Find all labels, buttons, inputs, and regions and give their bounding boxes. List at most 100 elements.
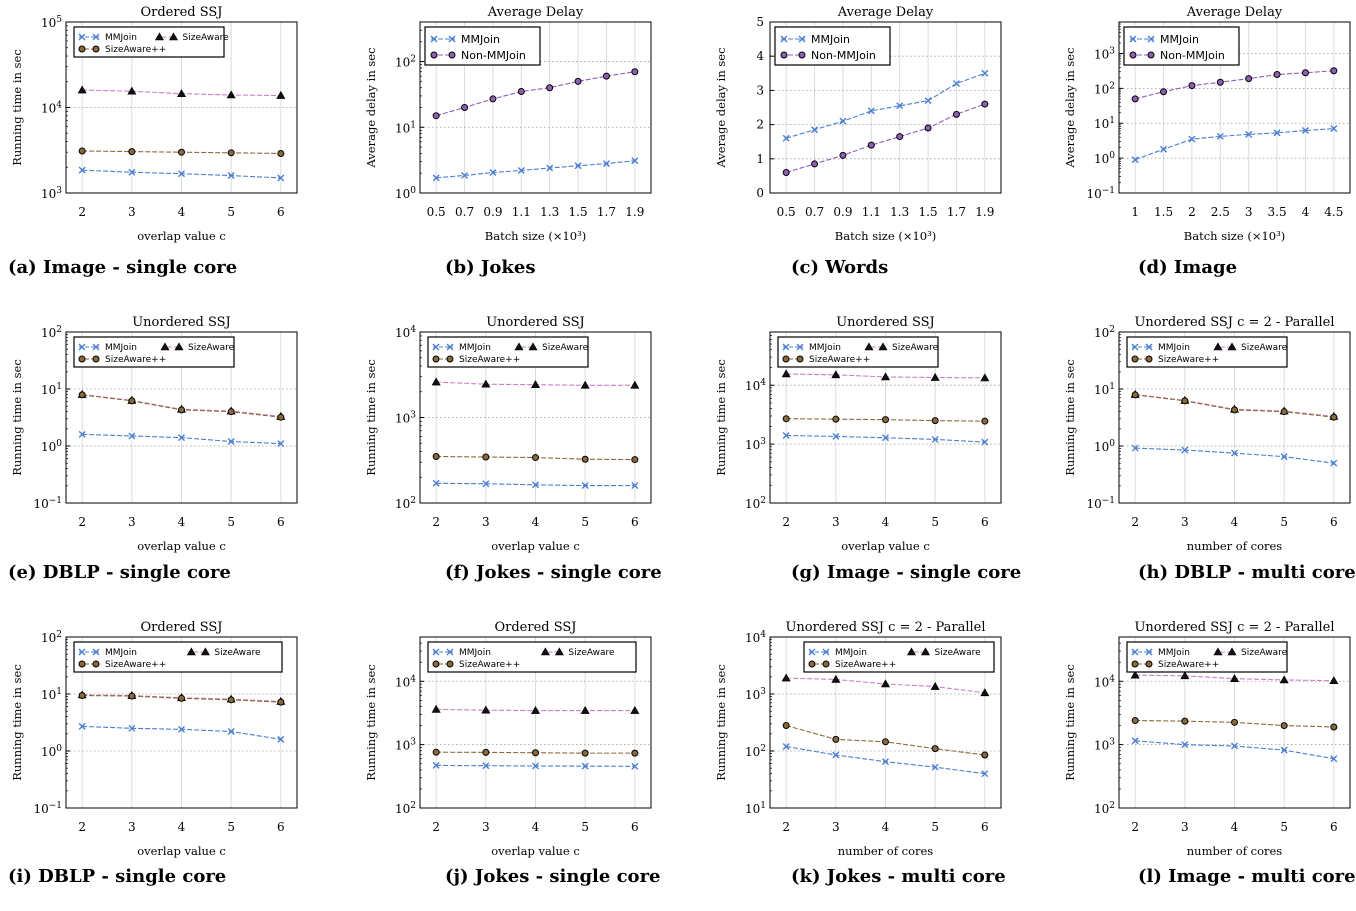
x-tick-label: 4 bbox=[1231, 515, 1239, 529]
x-tick-label: 5 bbox=[581, 515, 589, 529]
legend-marker bbox=[446, 648, 454, 656]
legend-label: SizeAware++ bbox=[1158, 355, 1219, 365]
data-point bbox=[227, 727, 235, 735]
legend-marker bbox=[92, 343, 100, 351]
x-tick-label: 2 bbox=[782, 820, 790, 834]
series-sizeaware bbox=[431, 704, 640, 714]
y-tick-label: 102 bbox=[395, 496, 416, 511]
x-tick-label: 1.3 bbox=[890, 205, 909, 219]
data-point bbox=[1216, 132, 1224, 140]
legend-marker bbox=[782, 343, 790, 351]
legend-marker bbox=[92, 660, 100, 668]
legend-marker bbox=[1131, 343, 1139, 351]
legend-marker bbox=[92, 648, 100, 656]
data-point bbox=[432, 452, 440, 460]
x-tick-label: 2 bbox=[1188, 205, 1196, 219]
x-tick-label: 0.7 bbox=[455, 205, 474, 219]
legend-marker bbox=[1145, 343, 1153, 351]
x-tick-label: 1 bbox=[1131, 205, 1139, 219]
data-point bbox=[831, 674, 841, 683]
legend-label: SizeAware++ bbox=[105, 45, 166, 55]
series-sizeawareplusplus bbox=[78, 692, 285, 706]
legend: MMJoin SizeAware SizeAware++ bbox=[1126, 336, 1288, 368]
plot-frame bbox=[769, 331, 1002, 504]
legend-marker bbox=[796, 355, 804, 363]
x-tick-label: 3 bbox=[832, 515, 840, 529]
data-point bbox=[128, 148, 136, 156]
series-mmjoin bbox=[432, 479, 639, 490]
data-point bbox=[489, 169, 497, 177]
data-point bbox=[178, 725, 185, 733]
legend-label: SizeAware bbox=[935, 648, 982, 658]
chart-panel: 0 1 2 3 4 5 0.5 0.7 0.9 1.1 1.3 1.5 1.7 1.9 Average De… bbox=[708, 0, 1008, 270]
y-tick-label: 104 bbox=[745, 630, 766, 645]
legend: MMJoin SizeAware SizeAware++ bbox=[427, 336, 589, 368]
legend-marker bbox=[1213, 342, 1223, 351]
legend-marker bbox=[1213, 647, 1223, 656]
x-tick-label: 1.9 bbox=[625, 205, 644, 219]
y-tick-label: 103 bbox=[1094, 738, 1115, 753]
legend-marker bbox=[796, 343, 804, 351]
data-point bbox=[882, 434, 889, 442]
series-sizeawareplusplus bbox=[782, 415, 989, 425]
x-tick-label: 3 bbox=[482, 820, 490, 834]
data-point bbox=[630, 380, 640, 389]
data-point bbox=[931, 435, 939, 443]
legend-marker bbox=[78, 648, 86, 656]
chart-panel: 10−1 100 101 102 2 3 4 5 6 Ordered SSJ overlap val… bbox=[4, 615, 304, 885]
y-tick-label: 1 bbox=[756, 152, 764, 166]
data-point bbox=[77, 85, 87, 94]
legend: MMJoin SizeAware SizeAware++ bbox=[73, 641, 283, 673]
series-mmjoin bbox=[432, 157, 639, 182]
subfigure-caption: (g) Image - single core bbox=[791, 562, 1022, 583]
data-point bbox=[1280, 408, 1288, 416]
x-tick-label: 4 bbox=[532, 515, 540, 529]
legend-box bbox=[73, 336, 235, 368]
y-tick-label: 102 bbox=[41, 630, 62, 645]
series-mmjoin bbox=[432, 761, 639, 770]
legend-marker bbox=[514, 342, 524, 351]
legend-box bbox=[73, 641, 283, 673]
x-tick-label: 6 bbox=[981, 820, 989, 834]
x-tick-label: 1.5 bbox=[919, 205, 938, 219]
data-point bbox=[128, 397, 136, 405]
legend-marker bbox=[174, 342, 184, 351]
x-tick-label: 4 bbox=[178, 205, 186, 219]
legend-marker bbox=[168, 32, 179, 41]
x-tick-label: 3 bbox=[1245, 205, 1253, 219]
data-point bbox=[924, 97, 932, 105]
legend-label: MMJoin bbox=[1158, 343, 1190, 353]
data-point bbox=[1330, 125, 1338, 133]
series-sizeawareplusplus bbox=[432, 748, 639, 757]
y-tick-label: 5 bbox=[756, 15, 764, 29]
legend-marker bbox=[822, 660, 830, 668]
x-tick-label: 1.7 bbox=[597, 205, 616, 219]
data-point bbox=[574, 162, 582, 170]
legend-marker bbox=[528, 342, 538, 351]
legend-marker bbox=[1129, 51, 1137, 59]
legend-label: MMJoin bbox=[811, 33, 850, 46]
x-tick-label: 4 bbox=[178, 515, 186, 529]
y-tick-label: 100 bbox=[395, 186, 416, 201]
legend-marker bbox=[1131, 660, 1139, 668]
subfigure-caption: (i) DBLP - single core bbox=[8, 866, 227, 887]
data-point bbox=[981, 69, 989, 77]
data-point bbox=[1329, 676, 1339, 685]
x-tick-label: 1.1 bbox=[862, 205, 881, 219]
data-point bbox=[432, 748, 440, 756]
chart-panel: 10−1 100 101 102 2 3 4 5 6 Unordered SSJ c = 2 - … bbox=[1057, 310, 1356, 580]
legend-label: SizeAware bbox=[1241, 343, 1288, 353]
data-point bbox=[1188, 135, 1196, 143]
data-point bbox=[781, 673, 791, 682]
chart-title: Unordered SSJ c = 2 - Parallel bbox=[1134, 315, 1334, 330]
series-sizeaware bbox=[1130, 670, 1339, 685]
y-tick-label: 102 bbox=[745, 496, 766, 511]
series-sizeawareplusplus bbox=[78, 147, 285, 157]
data-point bbox=[782, 134, 790, 142]
data-point bbox=[1131, 737, 1139, 745]
data-point bbox=[811, 126, 819, 134]
data-point bbox=[930, 372, 940, 381]
data-point bbox=[178, 170, 185, 178]
data-point bbox=[1180, 671, 1190, 680]
data-point bbox=[532, 762, 539, 770]
